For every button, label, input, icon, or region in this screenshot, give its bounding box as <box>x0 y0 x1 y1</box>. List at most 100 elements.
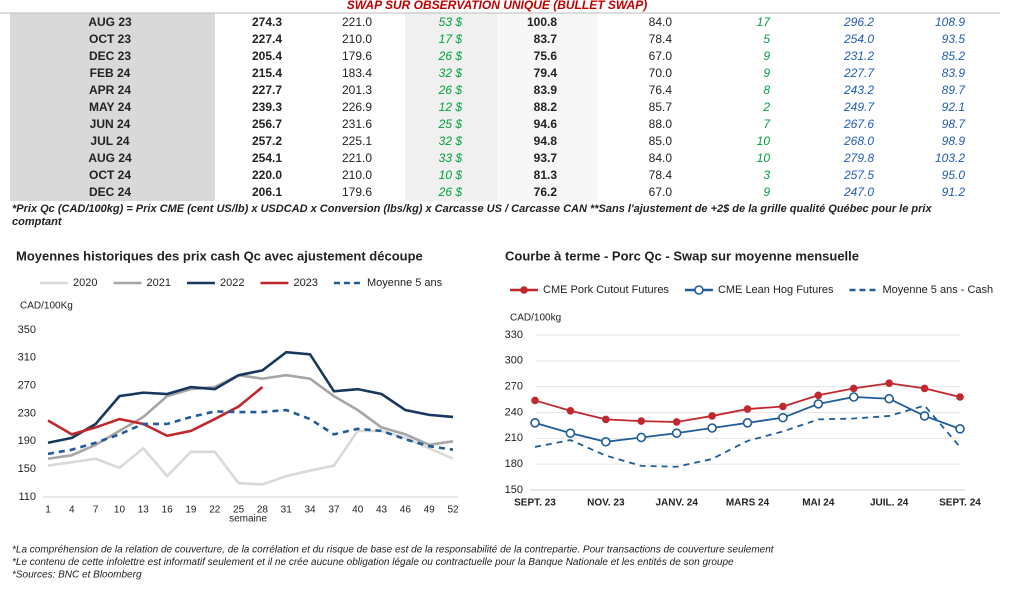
table-cell: 88.0 <box>649 117 673 131</box>
x-axis-label: semaine <box>229 514 267 525</box>
table-cell: 10 <box>757 151 771 165</box>
table-cell: 231.6 <box>342 117 372 131</box>
table-cell: 10 $ <box>439 168 463 182</box>
table-cell: JUN 24 <box>90 117 131 131</box>
footnote: *La compréhension de la relation de couv… <box>12 545 775 556</box>
table-cell: APR 24 <box>89 83 131 97</box>
table-cell: 3 <box>763 168 770 182</box>
point <box>601 436 611 447</box>
table-cell: 67.0 <box>649 49 673 63</box>
legend-marker <box>694 285 704 295</box>
x-tick-label: NOV. 23 <box>587 498 625 509</box>
table-cell: 215.4 <box>252 66 282 80</box>
table-cell: 70.0 <box>649 66 673 80</box>
chart-title: Moyennes historiques des prix cash Qc av… <box>16 248 423 263</box>
legend-label: CME Lean Hog Futures <box>718 284 834 296</box>
x-tick-label: SEPT. 23 <box>514 498 556 509</box>
table-cell: 76.2 <box>534 185 558 199</box>
x-tick-label: SEPT. 24 <box>939 498 981 509</box>
table-cell: 93.5 <box>942 32 966 46</box>
table-cell: 78.4 <box>649 32 673 46</box>
x-tick-label: 25 <box>233 505 245 516</box>
table-cell: 76.4 <box>649 83 673 97</box>
table-cell: 210.0 <box>342 32 372 46</box>
table-cell: FEB 24 <box>90 66 131 80</box>
y-tick-label: 240 <box>505 406 523 418</box>
table-cell: 8 <box>763 83 770 97</box>
point <box>779 402 787 411</box>
table-cell: 81.3 <box>534 168 558 182</box>
table-cell: 10 <box>757 134 771 148</box>
table-cell: 85.7 <box>649 100 673 114</box>
point <box>671 428 682 438</box>
point <box>566 406 575 415</box>
table-cell: 179.6 <box>342 49 372 63</box>
footnote: *Le contenu de cette infolettre est info… <box>12 557 734 568</box>
table-cell: 17 $ <box>439 32 463 46</box>
x-tick-label: 16 <box>162 505 174 516</box>
y-tick-label: 310 <box>18 352 36 364</box>
table-cell: 225.1 <box>342 134 372 148</box>
table-cell: JUL 24 <box>90 134 129 148</box>
point <box>636 432 647 443</box>
table-cell: 26 $ <box>438 49 463 63</box>
table-cell: 9 <box>763 185 770 199</box>
table-cell: 32 $ <box>439 134 463 148</box>
table-cell: 85.2 <box>942 49 966 63</box>
table-cell: AUG 23 <box>88 15 132 29</box>
table-cell: 243.2 <box>843 83 874 97</box>
point <box>814 391 823 400</box>
point <box>778 412 788 423</box>
point <box>920 384 929 393</box>
table-cell: 83.9 <box>942 66 966 80</box>
legend-label: 2020 <box>73 277 97 289</box>
y-tick-label: 350 <box>18 324 36 336</box>
table-cell: 221.0 <box>342 15 372 29</box>
point <box>708 412 716 420</box>
point <box>672 418 681 426</box>
table-cell: 67.0 <box>649 185 673 199</box>
table-cell: 25 $ <box>438 117 463 131</box>
table-cell: 210.0 <box>342 168 372 182</box>
x-tick-label: JUIL. 24 <box>870 498 909 509</box>
table-cell: 83.7 <box>534 32 558 46</box>
point <box>955 424 965 434</box>
table-cell: 92.1 <box>942 100 965 114</box>
x-tick-label: 43 <box>376 505 388 516</box>
table-cell: 201.3 <box>342 83 372 97</box>
table-cell: DEC 24 <box>89 185 131 199</box>
table-cell: 26 $ <box>438 185 463 199</box>
table-cell: 256.7 <box>252 117 282 131</box>
point <box>742 418 753 428</box>
table-cell: 296.2 <box>843 15 874 29</box>
x-tick-label: 34 <box>304 505 316 516</box>
table-cell: 53 $ <box>439 15 463 29</box>
point <box>743 405 752 413</box>
legend-marker <box>520 286 528 294</box>
table-cell: AUG 24 <box>88 151 132 165</box>
table-cell: OCT 23 <box>89 32 131 46</box>
table-cell: 94.8 <box>534 134 558 148</box>
y-tick-label: 190 <box>18 435 36 447</box>
table-cell: 247.0 <box>843 185 874 199</box>
y-tick-label: 330 <box>505 329 523 341</box>
table-cell: 79.4 <box>534 66 558 80</box>
table-cell: 226.9 <box>342 100 372 114</box>
table-cell: DEC 23 <box>89 49 131 63</box>
y-tick-label: 110 <box>18 491 36 503</box>
table-cell: 26 $ <box>438 83 463 97</box>
x-tick-label: JANV. 24 <box>655 498 698 509</box>
x-tick-label: 52 <box>447 505 459 516</box>
table-cell: 267.6 <box>843 117 874 131</box>
series-line <box>47 429 454 486</box>
table-cell: 75.6 <box>534 49 558 63</box>
point <box>637 417 646 425</box>
x-tick-label: 28 <box>257 505 269 516</box>
table-cell: 239.3 <box>252 100 282 114</box>
table-cell: 91.2 <box>942 185 966 199</box>
series-line <box>534 404 961 468</box>
table-cell: 179.6 <box>342 185 372 199</box>
column-bg <box>405 13 497 201</box>
